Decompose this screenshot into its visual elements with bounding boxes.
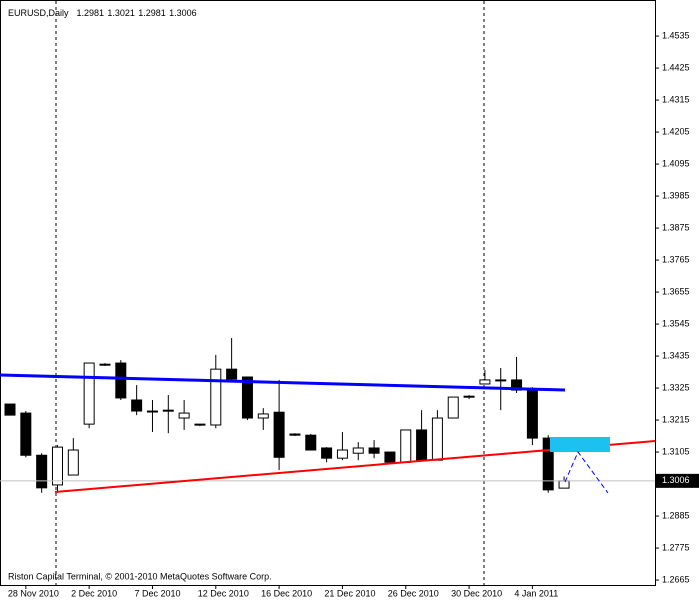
candle-body — [289, 433, 301, 436]
x-tick-label: 12 Dec 2010 — [198, 588, 249, 598]
candle-body — [400, 429, 412, 463]
footer: Riston Capital Terminal, © 2001-2010 Met… — [8, 571, 272, 581]
current-price-box — [656, 473, 699, 488]
candle-body — [542, 437, 554, 491]
candle-body — [4, 403, 16, 416]
candle-body — [526, 389, 538, 439]
candle-body — [194, 423, 206, 426]
candle-body — [162, 409, 174, 412]
y-tick-label: 1.4095 — [662, 158, 690, 168]
candle-body — [305, 434, 317, 451]
y-tick-label: 1.4205 — [662, 126, 690, 136]
y-tick-label: 1.3215 — [662, 414, 690, 424]
candle-body — [131, 399, 143, 412]
candle-body — [384, 451, 396, 463]
x-tick-label: 7 Dec 2010 — [134, 588, 180, 598]
y-tick-label: 1.3655 — [662, 286, 690, 296]
trend-line — [0, 373, 566, 392]
candle-body — [463, 395, 475, 398]
candle-body — [257, 413, 269, 419]
candle-body — [447, 396, 459, 419]
candle-body — [115, 362, 127, 399]
y-tick-label: 1.2885 — [662, 510, 690, 520]
y-tick-label: 1.2775 — [662, 542, 690, 552]
y-tick-label: 1.3325 — [662, 382, 690, 392]
y-tick-label: 1.3545 — [662, 318, 690, 328]
y-tick-label: 1.3105 — [662, 446, 690, 456]
x-tick-label: 21 Dec 2010 — [324, 588, 375, 598]
symbol: EURUSD,Daily — [8, 8, 69, 18]
candle-body — [336, 449, 348, 459]
x-tick-label: 16 Dec 2010 — [261, 588, 312, 598]
candle-body — [321, 447, 333, 459]
x-tick-label: 30 Dec 2010 — [451, 588, 502, 598]
x-tick-label: 2 Dec 2010 — [71, 588, 117, 598]
candle-body — [67, 449, 79, 476]
candles — [0, 338, 655, 493]
candle-body — [352, 447, 364, 454]
candle-body — [273, 411, 285, 458]
y-tick-label: 1.3435 — [662, 350, 690, 360]
candle-body — [416, 429, 428, 461]
candle-body — [479, 379, 491, 385]
current-price-label: 1.3006 — [662, 475, 690, 485]
y-tick-label: 1.4315 — [662, 94, 690, 104]
y-tick-label: 1.4425 — [662, 62, 690, 72]
y-tick-label: 1.3985 — [662, 190, 690, 200]
projection-line — [564, 451, 609, 494]
close-price: 1.3006 — [169, 8, 197, 18]
plot-frame — [0, 0, 656, 586]
candle-body — [178, 412, 190, 419]
candle-body — [210, 368, 222, 426]
y-tick-label: 1.3765 — [662, 254, 690, 264]
candle-body — [368, 447, 380, 454]
candle-body — [36, 454, 48, 489]
candle-body — [20, 412, 32, 456]
header: EURUSD,Daily 1.2981 1.3021 1.2981 1.3006 — [8, 8, 197, 18]
candle-body — [558, 480, 570, 489]
y-tick-label: 1.2665 — [662, 574, 690, 584]
candle-body — [83, 362, 95, 425]
candle-body — [431, 417, 443, 461]
zone-rectangle — [550, 437, 610, 452]
high-price: 1.3021 — [107, 8, 135, 18]
candle-body — [99, 363, 111, 366]
candle-body — [226, 368, 238, 380]
y-tick-label: 1.3875 — [662, 222, 690, 232]
candle-body — [241, 376, 253, 419]
candle-body — [495, 379, 507, 382]
open-price: 1.2981 — [77, 8, 105, 18]
candle-body — [146, 410, 158, 413]
low-price: 1.2981 — [138, 8, 166, 18]
x-tick-label: 28 Nov 2010 — [8, 588, 59, 598]
y-tick-label: 1.4535 — [662, 30, 690, 40]
x-tick-label: 4 Jan 2011 — [514, 588, 558, 598]
candle-body — [51, 446, 63, 486]
x-tick-label: 26 Dec 2010 — [388, 588, 439, 598]
